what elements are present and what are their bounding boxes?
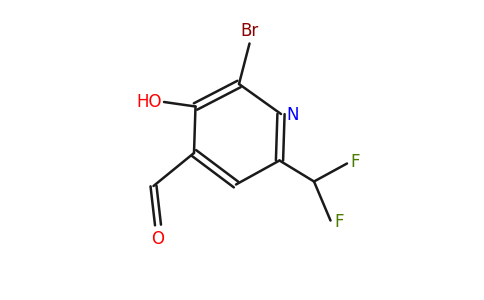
Text: F: F [334, 213, 344, 231]
Text: HO: HO [136, 93, 162, 111]
Text: N: N [287, 106, 299, 124]
Text: O: O [151, 230, 165, 247]
Text: Br: Br [241, 22, 258, 40]
Text: F: F [350, 153, 360, 171]
